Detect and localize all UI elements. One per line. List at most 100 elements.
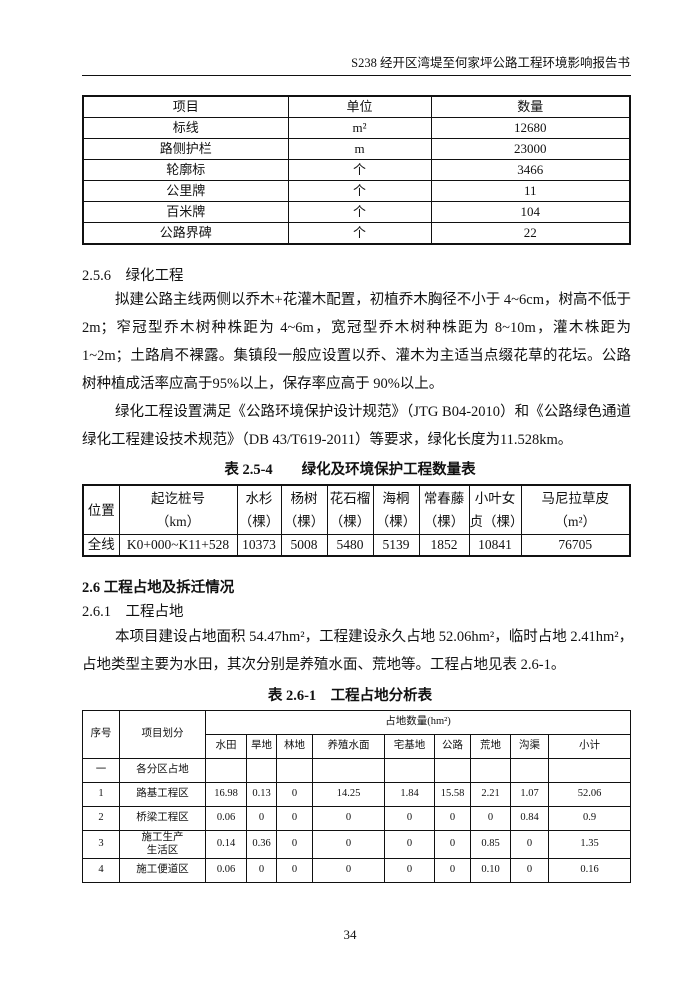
table-cell: 5139 — [372, 534, 420, 557]
section-heading-2-6: 2.6 工程占地及拆迁情况 — [82, 580, 235, 596]
header-text: 小叶女 — [474, 491, 516, 506]
table-cell: 0 — [510, 858, 549, 883]
table-cell: 0.9 — [548, 806, 631, 831]
header-text: 马尼拉草皮 — [541, 491, 610, 506]
table-cell — [434, 758, 471, 783]
table-cell: 11 — [430, 180, 631, 202]
table-cell: 个 — [287, 159, 432, 181]
greening-quantity-table: 位置 起讫桩号 （km） 水杉 （棵） 杨树 （棵） 花石榴 （棵） 海桐 （棵） 常春藤 （棵） 小叶女… — [82, 484, 631, 557]
table-cell: 0.85 — [470, 830, 511, 859]
table-row: 4 施工便道区 0.06 0 0 0 0 0 0.10 0 0.16 — [82, 858, 631, 883]
table-cell: 起讫桩号 （km） — [118, 484, 238, 535]
header-text: 位置 — [87, 502, 115, 518]
table-cell: 单位 — [287, 95, 432, 118]
land-occupation-table: 序号 项目划分 占地数量(hm²) 水田 旱地 林地 养殖水面 宅基地 公路 荒地 沟渠 小计一各分区… — [82, 710, 631, 883]
table-cell: 水杉 （棵） — [236, 484, 282, 535]
table-cell: 0 — [276, 830, 313, 859]
table-cell: 0 — [312, 858, 385, 883]
running-header: S238 经开区湾堤至何家坪公路工程环境影响报告书 — [351, 56, 630, 70]
table-row: 2 桥梁工程区 0.06 0 0 0 0 0 0 0.84 0.9 — [82, 806, 631, 831]
traffic-facilities-table: 项目 单位 数量 标线 m² 12680 路侧护栏 m 23000 轮廓标个 3466 公里牌个 11 百… — [82, 95, 631, 245]
table-cell: 1.07 — [510, 782, 549, 807]
table-cell: 4 — [82, 858, 120, 883]
header-text: 起讫桩号 — [151, 491, 205, 506]
section-heading-2-5-6: 2.5.6 绿化工程 — [82, 268, 184, 284]
paragraph-line: 2m；窄冠型乔木树种株距为 4~6m，宽冠型乔木树种株距为 8~10m，灌木株距… — [82, 320, 631, 336]
table-cell: 旱地 — [246, 734, 277, 759]
table-cell: 0.13 — [246, 782, 277, 807]
table-row: 路侧护栏 m 23000 — [82, 138, 631, 160]
table-cell — [205, 758, 247, 783]
table-cell: 0 — [434, 830, 471, 859]
table-cell: 16.98 — [205, 782, 247, 807]
table-cell: 0 — [384, 858, 435, 883]
table-row: 序号 项目划分 占地数量(hm²) — [82, 710, 631, 759]
table-cell — [384, 758, 435, 783]
table-cell: 路基工程区 — [119, 782, 206, 807]
header-text: 花石榴 — [329, 491, 371, 506]
table-cell: 12680 — [430, 117, 631, 139]
table-cell: 0.36 — [246, 830, 277, 859]
table-cell: 104 — [430, 201, 631, 223]
table-cell: 花石榴 （棵） — [326, 484, 374, 535]
table-cell: 数量 — [430, 95, 631, 118]
table-cell: 序号 — [82, 710, 120, 759]
table-cell: 10373 — [236, 534, 282, 557]
table-cell: 3466 — [430, 159, 631, 181]
header-text: （m²） — [554, 514, 597, 529]
table-cell: 76705 — [520, 534, 631, 557]
table-cell: 0.14 — [205, 830, 247, 859]
table-cell: 2.21 — [470, 782, 511, 807]
table-cell: 公路 — [434, 734, 471, 759]
table-cell: 10841 — [468, 534, 522, 557]
table-cell: 占地数量(hm²) — [205, 710, 631, 735]
table-cell: 0 — [276, 782, 313, 807]
table-row: 全线 K0+000~K11+528 10373 5008 5480 5139 1852 108… — [82, 534, 631, 557]
paragraph-line: 1~2m；土路肩不裸露。集镇段一般应设置以乔、灌木为主适当点缀花草的花坛。公路 — [82, 348, 631, 364]
table-cell: 2 — [82, 806, 120, 831]
table-cell: 0 — [276, 806, 313, 831]
table-row: 1 路基工程区 16.98 0.13 0 14.25 1.84 15.58 2.21 1.07 52… — [82, 782, 631, 807]
table-cell: 路侧护栏 — [82, 138, 289, 160]
table-cell: 0.06 — [205, 806, 247, 831]
table-cell: 15.58 — [434, 782, 471, 807]
paragraph-line: 占地类型主要为水田，其次分别是养殖水面、荒地等。工程占地见表 2.6-1。 — [82, 657, 566, 673]
table-cell: 宅基地 — [384, 734, 435, 759]
table-cell: 1852 — [418, 534, 470, 557]
table-cell: 一 — [82, 758, 120, 783]
header-text: （棵） — [423, 514, 465, 529]
paragraph-line: 拟建公路主线两侧以乔木+花灌木配置，初植乔木胸径不小于 4~6cm，树高不低于 — [115, 292, 631, 308]
table-cell: 0 — [434, 806, 471, 831]
table-cell: 轮廓标 — [82, 159, 289, 181]
table-cell: 个 — [287, 222, 432, 245]
table-row: 百米牌个 104 — [82, 201, 631, 223]
table-cell: 23000 — [430, 138, 631, 160]
table-cell: 3 — [82, 830, 120, 859]
table-cell: 施工便道区 — [119, 858, 206, 883]
header-text: 贞（棵） — [469, 514, 521, 529]
table-cell: 0 — [246, 806, 277, 831]
table-cell — [548, 758, 631, 783]
header-text: 海桐 — [382, 491, 410, 506]
table-cell: 小叶女贞（棵） — [468, 484, 522, 535]
table-cell: 林地 — [276, 734, 313, 759]
table-cell: 沟渠 — [510, 734, 549, 759]
table-cell: 杨树 （棵） — [280, 484, 328, 535]
header-rule — [82, 75, 631, 76]
table-cell: 位置 — [82, 484, 120, 535]
table-cell: 马尼拉草皮 （m²） — [520, 484, 631, 535]
table-cell: 海桐 （棵） — [372, 484, 420, 535]
table-cell: 百米牌 — [82, 201, 289, 223]
table-cell: 个 — [287, 180, 432, 202]
table-cell: 0 — [384, 806, 435, 831]
header-text: 杨树 — [290, 491, 318, 506]
table-cell: 22 — [430, 222, 631, 245]
table-row: 水田 旱地 林地 养殖水面 宅基地 公路 荒地 沟渠 小计 — [83, 734, 631, 759]
section-heading-2-6-1: 2.6.1 工程占地 — [82, 604, 184, 620]
table-cell: 5480 — [326, 534, 374, 557]
table-cell: 0 — [434, 858, 471, 883]
table-row: 一各分区占地 — [82, 758, 631, 783]
header-text: （棵） — [375, 514, 417, 529]
table-cell: 荒地 — [470, 734, 511, 759]
table-cell: 水田 — [205, 734, 247, 759]
